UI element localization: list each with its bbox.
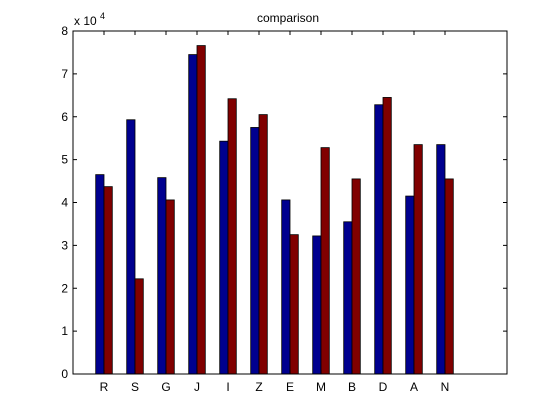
bar-e-series-2 [289, 234, 299, 375]
bar-r-series-1 [95, 174, 105, 375]
x-tick-label: G [161, 380, 170, 394]
x-tick-label: S [131, 380, 139, 394]
y-tick-label: 4 [61, 196, 68, 210]
bar-e-series-1 [281, 199, 291, 375]
y-tick-label: 0 [61, 367, 68, 381]
y-axis-multiplier: x 10 4 [74, 11, 105, 28]
bar-i-series-2 [227, 98, 237, 375]
y-tick-label: 1 [61, 324, 68, 338]
x-tick-label: B [348, 380, 356, 394]
bar-b-series-1 [343, 221, 353, 375]
x-tick-label: A [410, 380, 418, 394]
y-multiplier-exponent: 4 [100, 11, 105, 21]
x-tick-label: J [194, 380, 200, 394]
bar-n-series-2 [444, 178, 454, 375]
bar-i-series-1 [219, 140, 229, 375]
bar-z-series-1 [250, 127, 260, 375]
bar-n-series-1 [436, 144, 446, 375]
bar-s-series-1 [126, 119, 136, 375]
bar-a-series-2 [413, 144, 423, 375]
ticks-group: 0 1 2 3 4 5 6 7 8 R S G J I Z E M B D A N [61, 24, 507, 394]
bars-group [95, 45, 454, 375]
y-multiplier-base: x 10 [74, 14, 97, 28]
bar-j-series-1 [188, 54, 198, 375]
x-tick-label: N [441, 380, 450, 394]
y-tick-label: 5 [61, 153, 68, 167]
bar-d-series-1 [374, 104, 384, 375]
bar-d-series-2 [382, 97, 392, 375]
bar-z-series-2 [258, 114, 268, 375]
bar-b-series-2 [351, 178, 361, 375]
y-tick-label: 6 [61, 110, 68, 124]
bar-r-series-2 [103, 186, 113, 375]
y-tick-label: 2 [61, 281, 68, 295]
x-tick-label: R [100, 380, 109, 394]
y-tick-label: 7 [61, 67, 68, 81]
x-tick-label: D [379, 380, 388, 394]
x-tick-label: Z [255, 380, 262, 394]
bar-j-series-2 [196, 45, 206, 375]
bar-g-series-1 [157, 177, 167, 375]
bar-m-series-1 [312, 235, 322, 375]
x-tick-label: E [286, 380, 294, 394]
bar-a-series-1 [405, 195, 415, 375]
bar-g-series-2 [165, 199, 175, 375]
x-tick-label: M [316, 380, 326, 394]
y-tick-label: 8 [61, 24, 68, 38]
bar-m-series-2 [320, 147, 330, 375]
x-tick-label: I [226, 380, 229, 394]
chart-title: comparison [257, 11, 319, 25]
y-tick-label: 3 [61, 238, 68, 252]
bar-s-series-2 [134, 278, 144, 375]
